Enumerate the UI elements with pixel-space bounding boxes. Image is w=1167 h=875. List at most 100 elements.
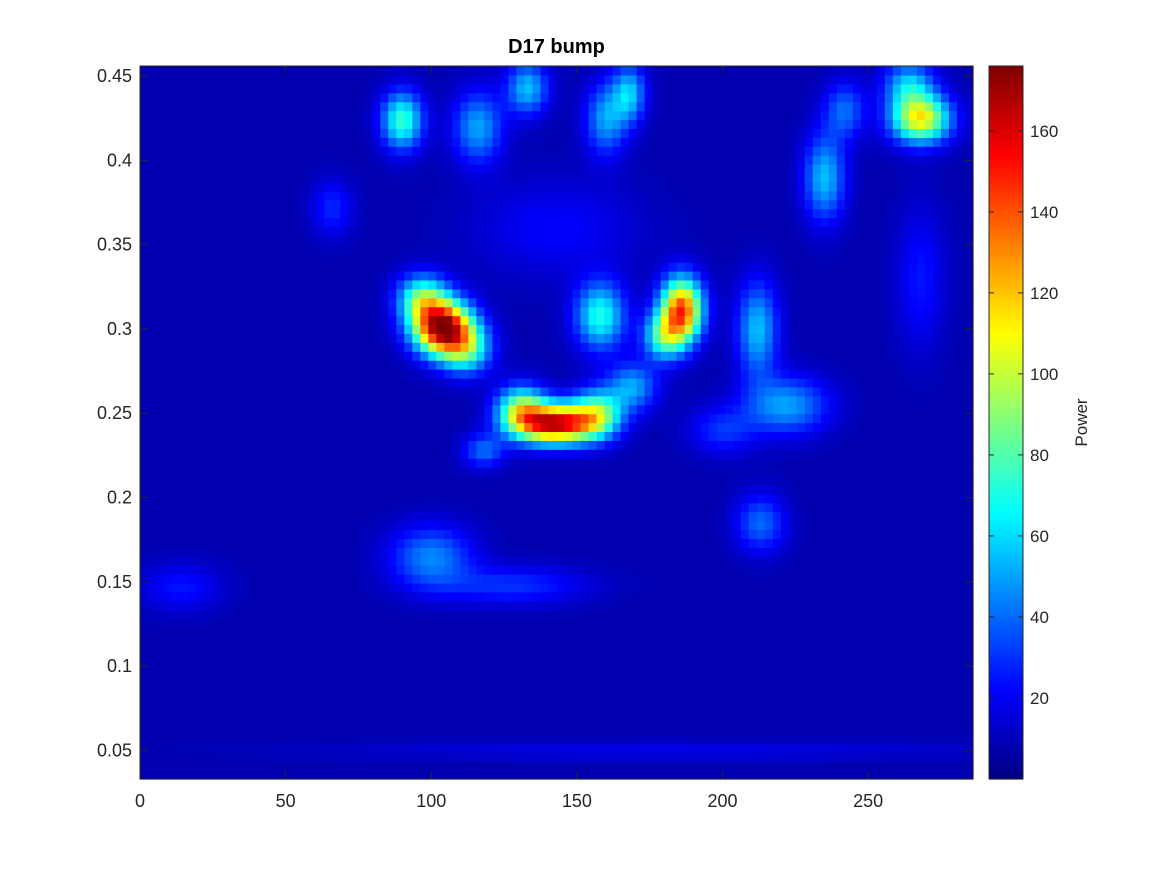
- heatmap-cell: [781, 378, 790, 388]
- heatmap-cell: [693, 458, 702, 468]
- heatmap-cell: [573, 512, 582, 522]
- heatmap-cell: [557, 645, 566, 655]
- heatmap-cell: [589, 636, 598, 646]
- heatmap-cell: [717, 360, 726, 370]
- heatmap-cell: [965, 521, 974, 531]
- heatmap-cell: [845, 503, 854, 513]
- heatmap-cell: [717, 601, 726, 611]
- heatmap-cell: [917, 458, 926, 468]
- heatmap-cell: [284, 627, 293, 637]
- heatmap-cell: [380, 378, 389, 388]
- heatmap-cell: [252, 440, 261, 450]
- heatmap-cell: [765, 414, 774, 424]
- heatmap-cell: [276, 672, 285, 682]
- heatmap-cell: [476, 663, 485, 673]
- heatmap-cell: [236, 378, 245, 388]
- heatmap-cell: [476, 440, 485, 450]
- heatmap-cell: [573, 663, 582, 673]
- heatmap-cell: [901, 431, 910, 441]
- heatmap-cell: [901, 610, 910, 620]
- heatmap-cell: [300, 503, 309, 513]
- heatmap-cell: [348, 672, 357, 682]
- heatmap-cell: [468, 351, 477, 361]
- heatmap-cell: [821, 663, 830, 673]
- heatmap-cell: [933, 619, 942, 629]
- heatmap-cell: [356, 521, 365, 531]
- heatmap-cell: [933, 699, 942, 709]
- heatmap-cell: [364, 610, 373, 620]
- heatmap-cell: [669, 378, 678, 388]
- heatmap-cell: [837, 663, 846, 673]
- heatmap-cell: [516, 405, 525, 415]
- heatmap-cell: [797, 681, 806, 691]
- heatmap-cell: [460, 627, 469, 637]
- heatmap-cell: [236, 476, 245, 486]
- heatmap-cell: [244, 476, 253, 486]
- heatmap-cell: [436, 414, 445, 424]
- heatmap-cell: [516, 423, 525, 433]
- heatmap-cell: [861, 752, 870, 762]
- heatmap-cell: [597, 521, 606, 531]
- heatmap-cell: [164, 690, 173, 700]
- heatmap-cell: [292, 654, 301, 664]
- heatmap-cell: [789, 717, 798, 727]
- heatmap-cell: [404, 512, 413, 522]
- heatmap-cell: [797, 717, 806, 727]
- heatmap-cell: [917, 663, 926, 673]
- heatmap-cell: [452, 636, 461, 646]
- heatmap-cell: [180, 521, 189, 531]
- heatmap-cell: [565, 619, 574, 629]
- heatmap-cell: [340, 708, 349, 718]
- heatmap-cell: [941, 467, 950, 477]
- heatmap-cell: [821, 529, 830, 539]
- heatmap-cell: [725, 601, 734, 611]
- heatmap-cell: [909, 610, 918, 620]
- heatmap-cell: [909, 708, 918, 718]
- heatmap-cell: [268, 521, 277, 531]
- heatmap-cell: [492, 431, 501, 441]
- heatmap-cell: [605, 717, 614, 727]
- heatmap-cell: [300, 360, 309, 370]
- heatmap-cell: [757, 717, 766, 727]
- heatmap-cell: [917, 476, 926, 486]
- heatmap-cell: [300, 485, 309, 495]
- heatmap-cell: [797, 743, 806, 753]
- heatmap-cell: [340, 556, 349, 566]
- heatmap-cell: [268, 378, 277, 388]
- heatmap-cell: [661, 538, 670, 548]
- heatmap-cell: [444, 476, 453, 486]
- heatmap-cell: [428, 485, 437, 495]
- heatmap-cell: [164, 556, 173, 566]
- heatmap-cell: [156, 440, 165, 450]
- heatmap-cell: [508, 619, 517, 629]
- heatmap-cell: [565, 458, 574, 468]
- heatmap-cell: [869, 458, 878, 468]
- heatmap-cell: [589, 503, 598, 513]
- heatmap-cell: [524, 770, 533, 780]
- heatmap-cell: [468, 512, 477, 522]
- heatmap-cell: [140, 752, 149, 762]
- heatmap-cell: [316, 636, 325, 646]
- heatmap-cell: [789, 752, 798, 762]
- heatmap-cell: [396, 467, 405, 477]
- heatmap-cell: [821, 387, 830, 397]
- heatmap-cell: [741, 405, 750, 415]
- heatmap-cell: [300, 449, 309, 459]
- heatmap-cell: [444, 547, 453, 557]
- heatmap-cell: [717, 663, 726, 673]
- heatmap-cell: [869, 449, 878, 459]
- heatmap-cell: [300, 440, 309, 450]
- heatmap-cell: [492, 726, 501, 736]
- heatmap-cell: [629, 583, 638, 593]
- heatmap-cell: [749, 378, 758, 388]
- heatmap-cell: [653, 592, 662, 602]
- heatmap-cell: [925, 574, 934, 584]
- heatmap-cell: [468, 610, 477, 620]
- heatmap-cell: [925, 494, 934, 504]
- heatmap-cell: [220, 672, 229, 682]
- heatmap-cell: [292, 378, 301, 388]
- heatmap-cell: [444, 396, 453, 406]
- heatmap-cell: [188, 672, 197, 682]
- heatmap-cell: [404, 547, 413, 557]
- heatmap-cell: [853, 431, 862, 441]
